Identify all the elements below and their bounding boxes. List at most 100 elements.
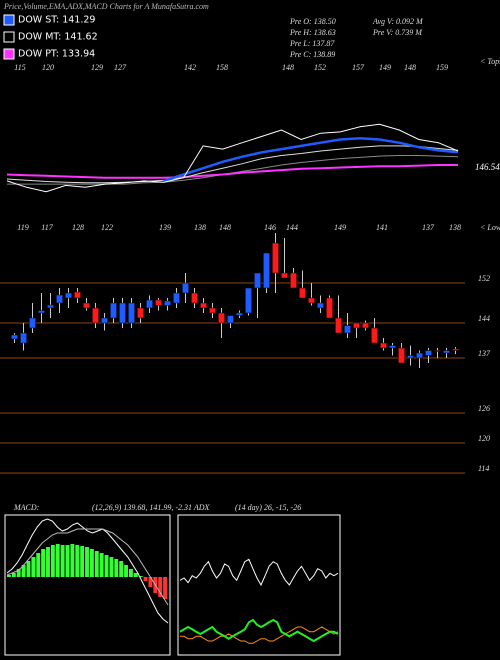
histogram-bar [50, 545, 55, 577]
last-value-label: 146.54 [475, 162, 500, 172]
candle-body [335, 317, 342, 334]
histogram-bar [80, 546, 85, 577]
candle-body [146, 299, 153, 309]
candle-body [11, 334, 18, 340]
info-text: Pre C: 138.89 [289, 50, 335, 59]
y-tick-label: 144 [478, 314, 490, 323]
legend-label: DOW ST: 141.29 [18, 15, 95, 26]
histogram-bar [114, 559, 119, 577]
lows-label: 141 [376, 223, 388, 232]
lows-label: 117 [41, 223, 53, 232]
candle-body [263, 252, 270, 289]
histogram-bar [16, 569, 21, 577]
info-text: Avg V: 0.092 M [372, 17, 424, 26]
lows-label: 138 [449, 223, 461, 232]
lows-label: 137 [422, 223, 435, 232]
candle-body [362, 322, 369, 329]
candle-body [56, 294, 63, 304]
series-line [179, 618, 339, 643]
histogram-bar [128, 569, 133, 577]
tops-label: 127 [114, 63, 127, 72]
legend-label: DOW PT: 133.94 [18, 49, 95, 60]
series-line [6, 145, 459, 184]
candle-body [245, 287, 252, 314]
histogram-bar [99, 553, 104, 577]
histogram-bar [31, 557, 36, 577]
tops-label: 157 [352, 63, 365, 72]
tops-label: 142 [184, 63, 196, 72]
candle-body [389, 345, 396, 349]
histogram-bar [124, 565, 128, 577]
candle-body [380, 342, 387, 349]
candle-body [317, 302, 324, 309]
candle-body [371, 327, 378, 344]
tops-label: 158 [216, 63, 228, 72]
histogram-bar [7, 575, 11, 577]
histogram-bar [109, 557, 114, 577]
histogram-bar [41, 549, 46, 577]
histogram-bar [148, 577, 153, 587]
page-title: Price,Volume,EMA,ADX,MACD Charts for A M… [3, 2, 209, 11]
candle-body [155, 299, 162, 306]
candle-body [416, 352, 423, 359]
histogram-bar [89, 549, 94, 577]
series-line [179, 558, 339, 587]
info-text: Pre O: 138.50 [289, 17, 336, 26]
histogram-bar [46, 547, 50, 577]
lows-label: 144 [286, 223, 298, 232]
lows-caption: < Lows [480, 223, 500, 232]
tops-label: 148 [282, 63, 294, 72]
y-tick-label: 137 [478, 349, 491, 358]
histogram-bar [85, 547, 89, 577]
lows-label: 119 [17, 223, 28, 232]
candle-body [191, 292, 198, 304]
lows-label: 139 [159, 223, 171, 232]
histogram-bar [55, 544, 60, 577]
lows-label: 148 [219, 223, 231, 232]
legend-swatch [3, 14, 15, 26]
indicator-label: (12,26,9) 139.68, 141.99, -2.31 ADX [92, 503, 211, 512]
series-line [6, 518, 169, 624]
series-line [6, 164, 458, 179]
series-line [6, 528, 169, 606]
candle-body [272, 242, 279, 274]
info-text: Pre H: 138.63 [289, 28, 336, 37]
candle-body [200, 302, 207, 309]
candle-body [434, 350, 441, 352]
candle-body [290, 272, 297, 289]
histogram-bar [36, 553, 41, 577]
tops-label: 149 [379, 63, 391, 72]
histogram-bar [133, 573, 138, 577]
candle-body [47, 304, 54, 309]
info-text: Pre L: 137.87 [289, 39, 335, 48]
series-line [180, 626, 339, 644]
candle-body [308, 297, 315, 304]
candle-body [65, 292, 72, 299]
tops-caption: < Tops [480, 57, 500, 66]
candle-body [344, 325, 351, 334]
histogram-bar [94, 551, 99, 577]
candle-body [74, 291, 81, 299]
histogram-bar [11, 573, 16, 577]
candle-body [407, 355, 414, 359]
tops-label: 115 [14, 63, 25, 72]
panel-border [4, 514, 171, 656]
series-line [163, 137, 459, 183]
tops-label: 148 [404, 63, 416, 72]
candle-body [92, 307, 99, 324]
indicator-label: MACD: [13, 503, 40, 512]
tops-label: 152 [314, 63, 326, 72]
candle-body [182, 282, 189, 294]
candle-body [137, 307, 144, 319]
candle-body [101, 317, 108, 324]
candle-body [353, 322, 360, 329]
y-tick-label: 114 [478, 464, 489, 473]
candle-body [236, 312, 243, 316]
candle-body [38, 310, 45, 314]
candle-body [110, 302, 117, 319]
legend-swatch [3, 31, 15, 43]
info-text: Pre V: 0.739 M [372, 28, 423, 37]
candle-body [443, 350, 450, 354]
y-tick-label: 152 [478, 274, 490, 283]
candle-body [254, 272, 261, 289]
